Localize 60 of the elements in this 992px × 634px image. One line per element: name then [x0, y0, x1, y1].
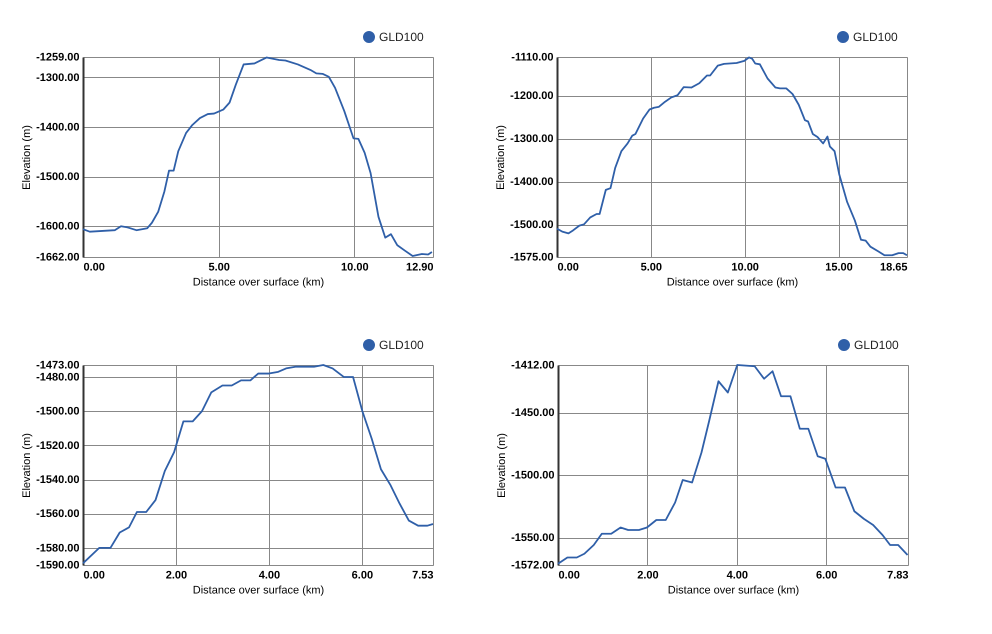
x-tick-label: 2.00	[637, 570, 659, 582]
y-tick-label: -1500.00	[511, 470, 554, 482]
y-tick-label: -1662.00	[36, 252, 80, 264]
x-axis-title: Distance over surface (km)	[668, 584, 800, 596]
y-axis-title: Elevation (m)	[21, 125, 34, 190]
x-tick-label: 7.83	[887, 570, 908, 582]
y-tick-label: -1400.00	[510, 176, 554, 188]
x-axis-title: Distance over surface (km)	[666, 276, 798, 288]
y-tick-label: -1300.00	[36, 72, 80, 84]
x-tick-label: 7.53	[412, 570, 434, 582]
y-tick-label: -1500.00	[36, 171, 80, 184]
x-tick-label: 18.65	[880, 262, 908, 274]
y-tick-label: -1110.00	[511, 52, 554, 64]
x-tick-label: 12.90	[406, 262, 434, 274]
y-tick-label: -1580.00	[36, 542, 80, 554]
y-tick-label: -1200.00	[510, 90, 554, 102]
x-tick-label: 15.00	[825, 262, 853, 274]
x-tick-label: 4.00	[258, 570, 280, 582]
y-tick-label: -1450.00	[511, 407, 554, 419]
line-series	[557, 364, 908, 565]
y-tick-label: -1500.00	[510, 219, 554, 232]
y-axis-title: Elevation (m)	[21, 433, 34, 498]
line-series	[82, 56, 433, 257]
y-tick-label: -1400.00	[36, 121, 80, 134]
x-tick-label: 0.00	[558, 570, 580, 582]
y-tick-label: -1520.00	[36, 440, 80, 452]
y-tick-label: -1572.00	[511, 560, 554, 572]
x-tick-label: 5.00	[208, 262, 230, 274]
y-tick-label: -1600.00	[36, 220, 80, 233]
y-tick-label: -1473.00	[36, 360, 80, 372]
x-tick-label: 6.00	[352, 570, 374, 582]
line-series	[82, 364, 434, 564]
y-axis-title: Elevation (m)	[495, 125, 508, 190]
legend-label: GLD100	[379, 30, 424, 44]
y-axis-title: Elevation (m)	[496, 433, 508, 498]
y-tick-label: -1300.00	[510, 133, 554, 146]
legend-label: GLD100	[379, 338, 424, 352]
x-tick-label: 10.00	[341, 262, 369, 274]
x-tick-label: 2.00	[166, 570, 188, 582]
y-tick-label: -1560.00	[36, 508, 80, 520]
x-axis-title: Distance over surface (km)	[192, 584, 324, 596]
x-tick-label: 10.00	[731, 262, 759, 274]
x-tick-label: 5.00	[640, 262, 662, 274]
y-tick-label: -1550.00	[511, 532, 554, 544]
x-tick-label: 0.00	[558, 262, 579, 274]
legend-label: GLD100	[853, 30, 898, 44]
legend-label: GLD100	[854, 338, 900, 352]
y-tick-label: -1590.00	[36, 560, 80, 572]
y-tick-label: -1575.00	[510, 252, 554, 264]
y-tick-label: -1540.00	[36, 474, 80, 486]
y-tick-label: -1480.00	[36, 371, 80, 384]
y-tick-label: -1412.00	[511, 360, 554, 372]
x-axis-title: Distance over surface (km)	[192, 276, 324, 288]
line-series	[556, 56, 908, 256]
x-tick-label: 6.00	[816, 570, 838, 582]
x-tick-label: 0.00	[84, 570, 105, 582]
x-tick-label: 0.00	[84, 262, 105, 274]
x-tick-label: 4.00	[726, 570, 748, 582]
y-tick-label: -1500.00	[36, 406, 80, 418]
y-tick-label: -1259.00	[36, 52, 80, 64]
